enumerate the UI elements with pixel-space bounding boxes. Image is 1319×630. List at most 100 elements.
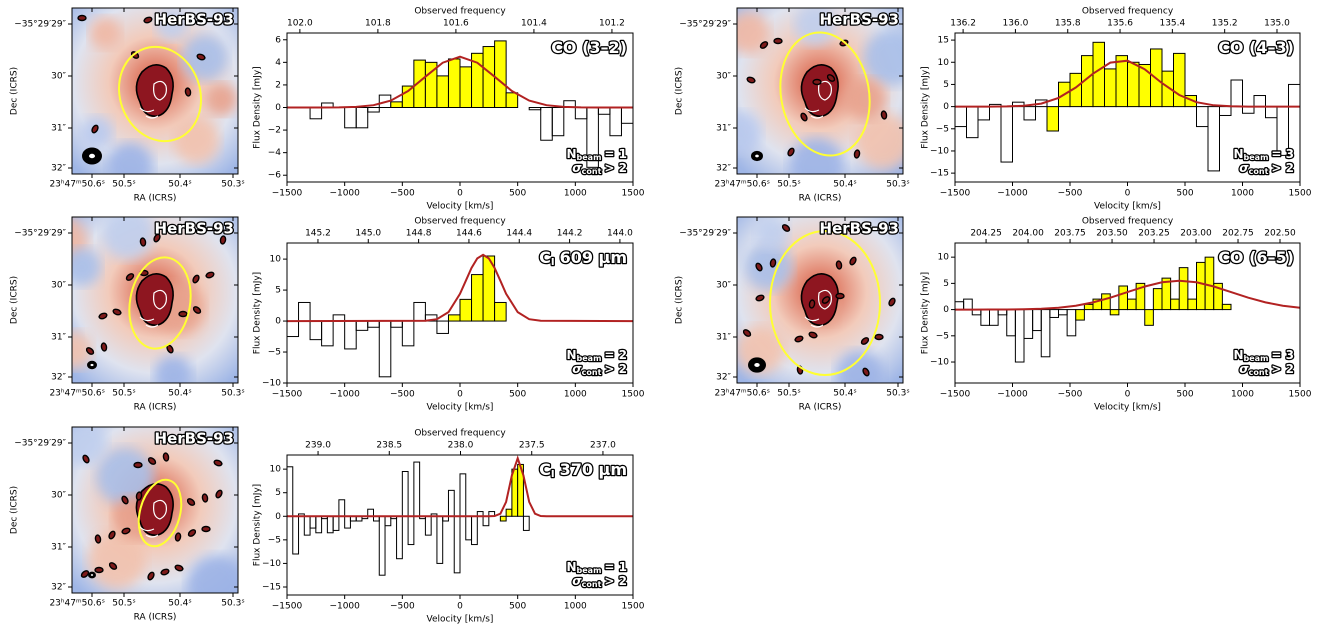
map-x-label: RA (ICRS) bbox=[134, 613, 177, 623]
plot-frame bbox=[286, 454, 634, 596]
bin bbox=[309, 107, 323, 120]
map-y-label: Dec (ICRS) bbox=[675, 67, 685, 115]
noise-contour bbox=[184, 87, 192, 97]
highlighted-bin bbox=[494, 40, 507, 109]
map-x-tick-label: 23ʰ47ᵐ50.6ˢ bbox=[714, 389, 770, 399]
x2-tick-label: 135.0 bbox=[1264, 19, 1290, 29]
y-axis-label: Flux Density [mJy] bbox=[921, 66, 931, 148]
map-blob bbox=[843, 78, 886, 121]
annotation: σcont > 2 bbox=[1239, 161, 1294, 176]
x-tick-label: 1000 bbox=[1231, 390, 1254, 400]
noise-contour bbox=[821, 296, 831, 304]
y-tick-label: 0 bbox=[943, 305, 949, 315]
map-y-label: Dec (ICRS) bbox=[10, 67, 20, 115]
y-axis-label: Flux Density [mJy] bbox=[253, 484, 263, 566]
x2-axis-label: Observed frequency bbox=[1082, 217, 1174, 227]
source-contour bbox=[135, 64, 174, 118]
annotation-symbol: N bbox=[1233, 147, 1243, 161]
bin bbox=[465, 515, 473, 541]
aperture bbox=[128, 256, 192, 350]
x2-tick-label: 203.75 bbox=[1054, 229, 1086, 239]
noise-contour bbox=[219, 235, 227, 245]
map-frame bbox=[71, 7, 239, 175]
line-title: CI 609 μm bbox=[539, 248, 627, 269]
noise-contour bbox=[82, 454, 90, 464]
bin bbox=[309, 320, 323, 341]
aperture bbox=[117, 45, 203, 143]
noise-contour bbox=[746, 76, 756, 84]
x2-tick-label: 145.2 bbox=[305, 229, 331, 239]
annotation-subscript: beam bbox=[577, 354, 602, 363]
map-y-tick-label: 32″ bbox=[716, 373, 731, 383]
annotation-subscript: cont bbox=[582, 368, 602, 377]
highlighted-bin bbox=[1184, 95, 1197, 108]
white-contour bbox=[804, 80, 832, 119]
bin bbox=[344, 107, 357, 129]
noise-contour bbox=[192, 274, 200, 284]
map-x-tick-label: 50.5ˢ bbox=[112, 389, 135, 399]
spectrum-panel: −1500 −1000 −500 0 500 1000 1500 204.25 204.00 20… bbox=[921, 217, 1312, 413]
y-tick-label: 10 bbox=[270, 465, 282, 475]
y-tick-label: −15 bbox=[262, 582, 281, 592]
bin bbox=[424, 314, 438, 322]
x-tick-label: 500 bbox=[509, 390, 526, 400]
map-x-tick-label: 50.3ˢ bbox=[221, 180, 244, 190]
map-x-tick-label: 23ʰ47ᵐ50.6ˢ bbox=[49, 599, 105, 609]
map-panel: HerBS-93 23ʰ47ᵐ50.6ˢ 50.5ˢ 50.4ˢ 50.3ˢ −35°29… bbox=[675, 7, 910, 204]
beam-center bbox=[89, 153, 95, 159]
noise-contour bbox=[787, 147, 795, 157]
annotation: σcont > 2 bbox=[572, 574, 627, 589]
y-tick-label: 4 bbox=[275, 58, 281, 68]
y-tick-label: −5 bbox=[268, 535, 281, 545]
map-x-tick-label: 50.3ˢ bbox=[886, 180, 909, 190]
fit-line bbox=[955, 59, 1300, 108]
annotation-relation: = 3 bbox=[1271, 348, 1294, 362]
map-blob bbox=[737, 325, 785, 374]
plot-area bbox=[287, 40, 634, 168]
map-x-tick-label: 50.3ˢ bbox=[221, 389, 244, 399]
aperture bbox=[769, 230, 881, 376]
map-frame bbox=[736, 7, 904, 175]
bin bbox=[597, 107, 611, 115]
map-blob bbox=[72, 330, 93, 369]
y-tick-label: −15 bbox=[930, 169, 949, 179]
y-tick-label: 0 bbox=[943, 102, 949, 112]
noise-contour bbox=[773, 37, 783, 45]
bin bbox=[966, 106, 979, 139]
map-y-tick-label: 31″ bbox=[716, 333, 731, 343]
annotation-symbol: N bbox=[1233, 348, 1243, 362]
map-y-tick-label: 31″ bbox=[51, 333, 66, 343]
bin bbox=[963, 298, 973, 311]
x2-tick-label: 145.0 bbox=[355, 229, 381, 239]
bin bbox=[390, 320, 403, 328]
x2-tick-label: 238.5 bbox=[376, 441, 402, 451]
white-contour bbox=[139, 499, 167, 538]
bin bbox=[338, 499, 346, 517]
x-tick-label: 500 bbox=[1176, 390, 1193, 400]
map-x-tick-label: 50.4ˢ bbox=[168, 599, 191, 609]
noise-contour bbox=[174, 564, 184, 572]
noise-contour bbox=[769, 258, 777, 268]
map-y-tick-label: 32″ bbox=[51, 373, 66, 383]
x2-tick-label: 203.00 bbox=[1180, 229, 1212, 239]
highlighted-bin bbox=[436, 75, 449, 108]
noise-contour bbox=[755, 262, 763, 272]
bin bbox=[384, 515, 392, 527]
noise-contour bbox=[196, 53, 206, 61]
bin bbox=[413, 461, 421, 517]
bin bbox=[954, 301, 965, 311]
map-y-tick-label: 30″ bbox=[51, 491, 66, 501]
bin bbox=[321, 320, 334, 347]
bin bbox=[1207, 106, 1220, 172]
noise-contour bbox=[98, 312, 108, 320]
noise-contour bbox=[874, 333, 884, 341]
x-tick-label: −500 bbox=[390, 189, 415, 199]
annotation: Nbeam = 1 bbox=[566, 560, 627, 575]
x2-axis-label: Observed frequency bbox=[414, 429, 506, 439]
map-blob bbox=[744, 242, 793, 291]
map-x-label: RA (ICRS) bbox=[134, 403, 177, 413]
title-subscript: I bbox=[551, 257, 555, 268]
x-tick-label: 0 bbox=[457, 390, 463, 400]
annotation-relation: > 2 bbox=[604, 161, 627, 175]
noise-contour bbox=[835, 260, 843, 270]
